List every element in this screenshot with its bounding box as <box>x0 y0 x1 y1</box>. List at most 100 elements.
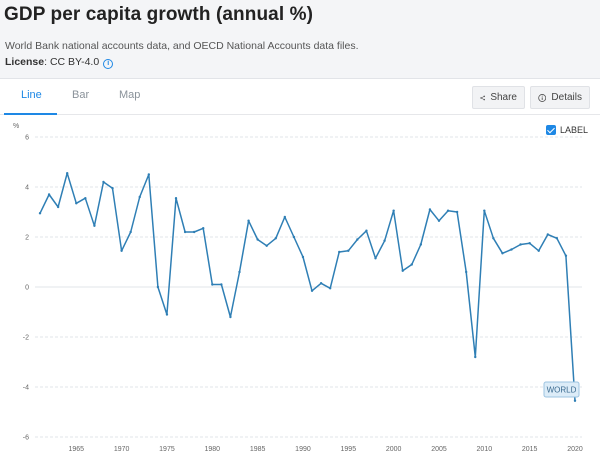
details-label: Details <box>551 92 582 103</box>
x-tick-label: 1980 <box>204 446 220 453</box>
series-tag-box <box>543 381 580 398</box>
series-points <box>38 172 577 402</box>
data-point <box>120 249 123 252</box>
series-tag-world: WORLD <box>547 386 577 395</box>
data-point <box>519 243 522 246</box>
license-line: License: CC BY-4.0 i <box>5 56 114 69</box>
data-point <box>192 230 196 234</box>
data-point <box>56 205 60 209</box>
data-point <box>156 285 160 289</box>
data-point <box>75 202 78 205</box>
details-button[interactable]: Details <box>530 86 590 109</box>
data-point <box>365 229 368 232</box>
data-point <box>310 289 314 292</box>
data-point <box>528 242 531 245</box>
y-tick-label: -6 <box>23 435 29 442</box>
data-point <box>301 255 305 259</box>
x-tick-label: 1985 <box>250 446 266 453</box>
data-point <box>138 195 141 199</box>
data-point <box>102 180 105 184</box>
label-toggle[interactable]: LABEL <box>546 125 588 135</box>
data-point <box>93 224 96 227</box>
x-tick-label: 2010 <box>477 446 493 453</box>
label-toggle-text: LABEL <box>560 125 589 135</box>
data-point <box>319 282 323 285</box>
data-point <box>283 215 287 219</box>
data-point <box>47 193 51 196</box>
x-axis-ticks: 1965 1970 1975 1980 1985 1990 1995 2000 2005 2010… <box>68 446 582 453</box>
data-point <box>165 313 169 316</box>
x-tick-label: 1970 <box>114 446 130 453</box>
data-point <box>247 219 250 222</box>
data-point <box>111 187 114 190</box>
chart-grid <box>35 136 582 438</box>
data-point <box>84 197 87 200</box>
series-line-world <box>39 172 576 401</box>
data-point <box>147 173 151 176</box>
data-point <box>546 233 549 236</box>
y-tick-label: 2 <box>25 235 29 242</box>
data-point <box>446 209 450 212</box>
data-point <box>401 269 404 272</box>
y-tick-label: -4 <box>23 385 29 392</box>
x-tick-label: 2005 <box>431 446 447 453</box>
data-point <box>374 257 377 260</box>
data-point <box>483 209 486 212</box>
info-icon <box>538 93 547 102</box>
data-point <box>455 210 459 214</box>
data-point <box>501 252 504 255</box>
data-point <box>328 287 332 290</box>
y-tick-label: -2 <box>23 335 29 342</box>
page-title: GDP per capita growth (annual %) <box>4 4 313 25</box>
info-icon[interactable]: i <box>103 59 114 69</box>
license-value: : CC BY-4.0 <box>44 56 100 68</box>
source-text: World Bank national accounts data, and O… <box>5 40 359 52</box>
data-point <box>510 248 513 251</box>
data-point <box>419 243 423 246</box>
data-point <box>537 249 540 252</box>
y-tick-label: 0 <box>25 285 29 292</box>
share-label: Share <box>490 92 517 103</box>
label-checkbox[interactable] <box>546 125 556 135</box>
tab-bar[interactable]: Bar <box>72 89 90 101</box>
data-point <box>383 239 386 242</box>
tab-map[interactable]: Map <box>119 89 141 101</box>
y-tick-label: 4 <box>25 185 29 192</box>
x-tick-label: 1990 <box>295 446 311 453</box>
data-point <box>220 283 223 286</box>
data-point <box>256 238 259 241</box>
x-tick-label: 1965 <box>68 446 84 453</box>
data-point <box>129 230 132 234</box>
x-tick-label: 1995 <box>341 446 357 453</box>
x-tick-label: 2000 <box>386 446 402 453</box>
y-axis-unit: % <box>13 123 19 130</box>
data-point <box>464 270 468 274</box>
data-point <box>428 208 432 211</box>
share-button[interactable]: Share <box>472 86 525 109</box>
chart-card: Line Bar Map Share Details LABEL <box>0 78 600 467</box>
share-icon <box>480 95 485 100</box>
data-point <box>38 212 42 215</box>
data-point <box>437 219 441 222</box>
data-point <box>183 230 187 234</box>
data-point <box>174 197 178 200</box>
data-point <box>347 249 350 252</box>
line-chart: -6 -4 -2 0 2 4 6 % 1965 1970 1975 1980 1985 1990 199… <box>13 123 583 453</box>
license-label: License <box>5 56 45 68</box>
data-point <box>292 235 296 239</box>
data-point <box>564 254 568 257</box>
data-point <box>573 399 577 402</box>
data-point <box>211 283 214 286</box>
data-point <box>474 355 477 359</box>
y-axis-ticks: -6 -4 -2 0 2 4 6 <box>23 135 29 442</box>
data-point <box>265 244 268 247</box>
data-point <box>238 270 241 274</box>
x-tick-label: 2020 <box>567 446 583 453</box>
chart-tabs: Line Bar Map Share Details <box>0 79 600 115</box>
data-point <box>410 263 413 266</box>
x-tick-label: 2015 <box>522 446 538 453</box>
x-tick-label: 1975 <box>159 446 175 453</box>
active-tab-indicator <box>4 113 57 115</box>
y-tick-label: 6 <box>25 135 29 142</box>
tab-line[interactable]: Line <box>21 89 42 101</box>
